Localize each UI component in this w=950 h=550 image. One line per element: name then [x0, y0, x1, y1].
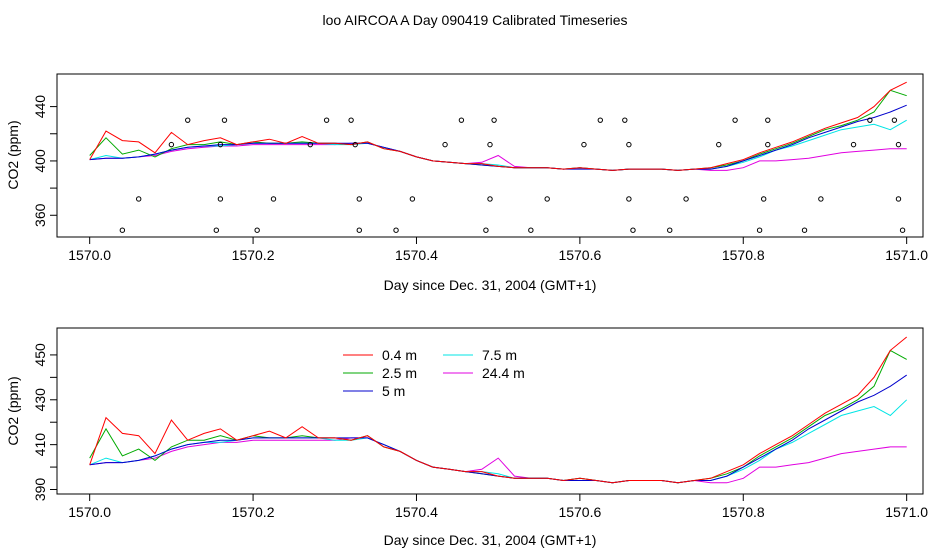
scatter-point [683, 196, 689, 202]
y-axis: 360 400 440 [32, 95, 57, 227]
scatter-point [732, 117, 738, 123]
scatter-point [716, 141, 722, 148]
scatter-point [483, 227, 489, 233]
x-tick-label: 1570.6 [558, 247, 601, 263]
series-line-0-4-m [89, 81, 907, 171]
scatter-point [458, 117, 465, 123]
scatter-point [891, 117, 898, 123]
x-tick-label: 1571.0 [885, 247, 928, 263]
legend: 0.4 m 2.5 m 5 m 7.5 m 24.4 m [343, 347, 525, 399]
scatter-point [899, 227, 906, 233]
scatter-point [801, 227, 808, 233]
series-lines [89, 81, 907, 171]
series-lines [89, 336, 908, 484]
scatter-point [323, 117, 330, 123]
x-axis: 1570.0 1570.2 1570.4 1570.6 1570.8 1571.0 [68, 494, 928, 520]
bottom-panel: 1570.0 1570.2 1570.4 1570.6 1570.8 1571.0 390… [5, 327, 928, 548]
x-tick-label: 1570.2 [232, 247, 275, 263]
scatter-point [348, 117, 354, 123]
scatter-point [622, 117, 628, 123]
scatter-point [581, 141, 587, 148]
top-panel: 1570.0 1570.2 1570.4 1570.6 1570.8 1571.0 360… [5, 73, 928, 293]
scatter-point [626, 141, 632, 148]
legend-label: 7.5 m [482, 347, 517, 363]
scatter-point [270, 196, 277, 202]
series-line-24-4-m [89, 437, 907, 484]
legend-label: 0.4 m [382, 347, 417, 363]
legend-label: 5 m [382, 383, 405, 399]
scatter-point [217, 141, 224, 148]
scatter-points [119, 117, 906, 233]
scatter-point [626, 196, 632, 202]
scatter-point [597, 117, 603, 123]
x-axis-label: Day since Dec. 31, 2004 (GMT+1) [384, 277, 597, 293]
x-tick-label: 1571.0 [885, 504, 928, 520]
y-tick-label: 440 [32, 95, 48, 119]
series-line-2-5-m [89, 89, 907, 171]
x-axis: 1570.0 1570.2 1570.4 1570.6 1570.8 1571.0 [68, 237, 928, 263]
scatter-point [487, 141, 493, 148]
y-tick-label: 430 [32, 388, 48, 412]
scatter-point [356, 227, 362, 233]
scatter-point [818, 196, 824, 202]
legend-label: 24.4 m [482, 365, 525, 381]
scatter-point [895, 196, 902, 202]
y-tick-label: 400 [32, 149, 48, 173]
scatter-point [168, 141, 175, 148]
scatter-point [352, 141, 358, 148]
x-tick-label: 1570.0 [68, 247, 111, 263]
x-tick-label: 1570.2 [232, 504, 275, 520]
scatter-point [487, 196, 493, 202]
series-line-7-5-m [89, 399, 908, 484]
y-axis-label: CO2 (ppm) [5, 120, 21, 189]
scatter-point [760, 196, 767, 202]
y-tick-label: 360 [32, 203, 48, 227]
scatter-point [895, 141, 902, 148]
y-tick-label: 390 [32, 478, 48, 502]
x-axis-label: Day since Dec. 31, 2004 (GMT+1) [384, 532, 597, 548]
scatter-point [765, 141, 771, 148]
x-tick-label: 1570.0 [68, 504, 111, 520]
x-tick-label: 1570.4 [395, 504, 438, 520]
scatter-point [119, 227, 126, 233]
scatter-point [630, 227, 636, 233]
scatter-point [135, 196, 142, 202]
scatter-point [217, 196, 224, 202]
series-line-0-4-m [89, 336, 908, 484]
x-tick-label: 1570.8 [722, 247, 765, 263]
scatter-point [528, 227, 534, 233]
scatter-point [213, 227, 220, 233]
y-tick-label: 410 [32, 433, 48, 457]
scatter-point [544, 196, 550, 202]
plot-frame [56, 73, 924, 238]
scatter-point [393, 227, 399, 233]
scatter-point [185, 117, 191, 123]
scatter-point [307, 141, 313, 148]
scatter-point [356, 196, 362, 202]
scatter-point [765, 117, 771, 123]
scatter-point [756, 227, 763, 233]
series-line-5-m [89, 374, 907, 484]
y-tick-label: 450 [32, 343, 48, 367]
scatter-point [491, 117, 497, 123]
y-axis: 390 410 430 450 [32, 343, 57, 501]
scatter-point [850, 141, 857, 148]
y-axis-label: CO2 (ppm) [5, 376, 21, 445]
scatter-point [867, 117, 873, 123]
scatter-point [667, 227, 673, 233]
scatter-point [409, 196, 416, 202]
chart-title: loo AIRCOA A Day 090419 Calibrated Times… [322, 12, 627, 28]
scatter-point [254, 227, 260, 233]
x-tick-label: 1570.4 [395, 247, 438, 263]
scatter-point [221, 117, 228, 123]
plot-frame [56, 327, 924, 495]
legend-label: 2.5 m [382, 365, 417, 381]
x-tick-label: 1570.8 [722, 504, 765, 520]
scatter-point [442, 141, 448, 148]
x-tick-label: 1570.6 [558, 504, 601, 520]
